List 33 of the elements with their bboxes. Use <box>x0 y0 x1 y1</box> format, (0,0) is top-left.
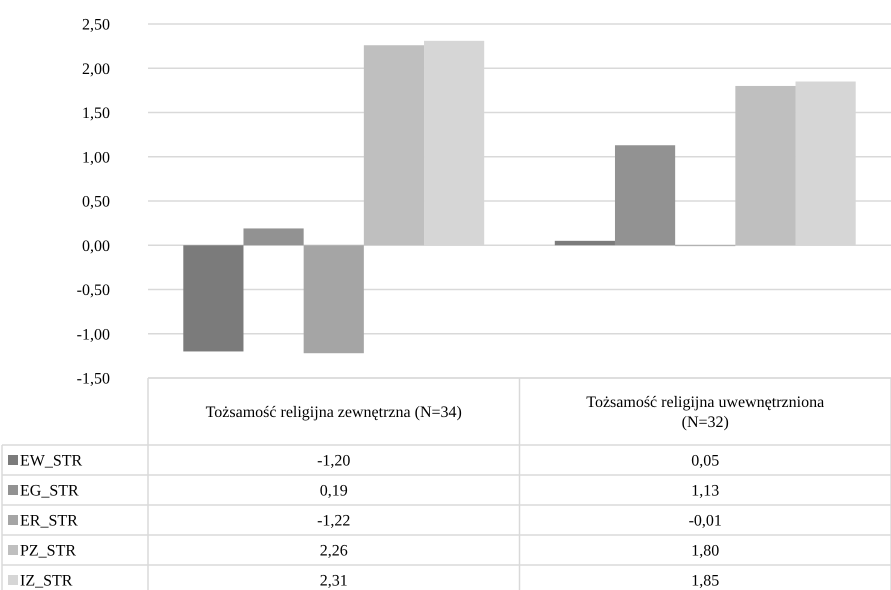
legend-label: EG_STR <box>20 482 79 500</box>
y-tick-label: 2,50 <box>82 16 110 34</box>
y-tick-label: 1,00 <box>82 149 110 166</box>
bar <box>364 45 424 246</box>
y-tick-label: -1,00 <box>76 326 110 344</box>
data-label: 2,31 <box>320 572 348 590</box>
y-tick-label: 0,50 <box>82 194 110 211</box>
bar <box>614 145 676 246</box>
data-label: 2,26 <box>320 542 348 560</box>
legend-label: ER_STR <box>20 512 78 530</box>
data-label: -1,22 <box>317 512 350 530</box>
data-label: 1,85 <box>691 572 720 590</box>
legend-label: IZ_STR <box>20 572 73 590</box>
data-label: -1,20 <box>317 452 350 470</box>
y-tick-label: 0,00 <box>82 238 110 255</box>
y-tick-label: -0,50 <box>76 282 110 300</box>
bar <box>554 240 615 246</box>
bar <box>183 245 244 352</box>
data-label: 0,05 <box>691 452 720 470</box>
data-label: 0,19 <box>320 482 348 500</box>
y-tick-label: 2,00 <box>82 60 110 78</box>
x-tick-label: Tożsamość religijna uwewnętrzniona (N=32) <box>586 394 824 432</box>
data-label: 1,80 <box>691 542 720 560</box>
bar <box>735 86 796 246</box>
legend-label: EW_STR <box>20 452 83 470</box>
x-tick-label: Tożsamość religijna zewnętrzna (N=34) <box>206 404 462 422</box>
y-tick-label: -1,50 <box>76 370 110 388</box>
data-label: 1,13 <box>691 482 720 500</box>
bar <box>304 245 364 354</box>
data-label: -0,01 <box>688 512 722 530</box>
legend-label: PZ_STR <box>20 542 76 560</box>
y-tick-label: 1,50 <box>82 105 110 122</box>
bar <box>243 228 304 246</box>
